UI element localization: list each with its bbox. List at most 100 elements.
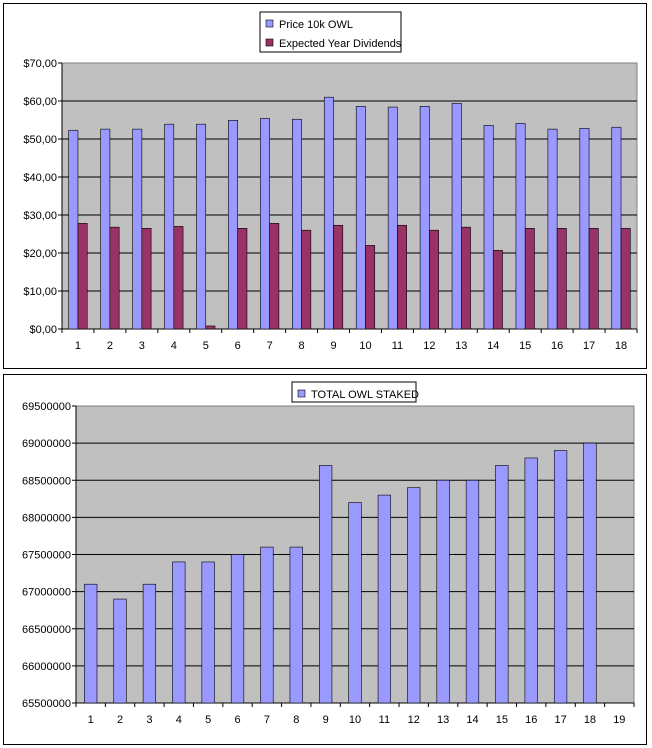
y-tick-label: 65500000 <box>22 698 71 710</box>
y-tick-label: $0,00 <box>29 324 57 336</box>
bar-dividends <box>141 228 152 330</box>
x-tick-label: 15 <box>496 714 508 726</box>
x-tick-label: 8 <box>293 714 299 726</box>
x-tick-label: 19 <box>613 714 625 726</box>
x-tick-label: 16 <box>525 714 537 726</box>
x-tick-label: 3 <box>139 340 145 352</box>
bar-price <box>483 125 494 330</box>
x-tick-label: 11 <box>392 340 403 352</box>
bar-staked <box>113 598 127 704</box>
bar-dividends <box>333 224 344 330</box>
bar-price <box>451 102 462 330</box>
legend-swatch <box>297 389 306 398</box>
bar-dividends <box>588 228 599 330</box>
bar-price <box>323 96 334 330</box>
bar-staked <box>230 554 245 704</box>
x-tick-label: 2 <box>117 714 123 726</box>
x-tick-label: 6 <box>234 714 240 726</box>
bar-dividends <box>556 228 567 330</box>
x-tick-label: 18 <box>615 340 627 352</box>
bar-staked <box>319 465 333 704</box>
y-tick-label: $10,00 <box>23 286 57 298</box>
bar-price <box>196 123 207 330</box>
bar-dividends <box>620 228 631 330</box>
x-tick-label: 12 <box>423 340 435 352</box>
bar-staked <box>465 479 480 704</box>
x-tick-label: 1 <box>88 714 94 726</box>
bar-dividends <box>524 228 535 330</box>
x-tick-label: 1 <box>75 340 81 352</box>
bar-staked <box>289 546 303 704</box>
bar-dividends <box>205 325 216 330</box>
bar-staked <box>142 583 157 704</box>
bar-dividends <box>461 226 471 330</box>
bar-staked <box>495 465 509 704</box>
y-tick-label: $20,00 <box>23 248 57 260</box>
y-tick-label: $30,00 <box>23 210 57 222</box>
y-tick-label: 69000000 <box>22 438 71 450</box>
legend-swatch <box>265 38 274 47</box>
x-tick-label: 10 <box>349 714 361 726</box>
x-tick-label: 5 <box>205 714 211 726</box>
x-tick-label: 8 <box>299 340 305 352</box>
bar-dividends <box>365 245 376 330</box>
x-tick-label: 18 <box>584 714 596 726</box>
bar-dividends <box>173 226 184 330</box>
legend-label: Expected Year Dividends <box>279 38 402 50</box>
y-tick-label: $50,00 <box>23 134 57 146</box>
legend-swatch <box>265 19 274 28</box>
x-tick-label: 9 <box>330 340 336 352</box>
bar-price <box>515 123 526 330</box>
plot-area <box>61 62 638 330</box>
bar-price <box>100 128 111 330</box>
x-tick-label: 13 <box>455 340 467 352</box>
bar-staked <box>172 561 186 704</box>
legend-box <box>259 11 402 53</box>
x-tick-label: 10 <box>359 340 371 352</box>
legend-box <box>291 381 417 403</box>
y-tick-label: 67500000 <box>22 550 71 562</box>
bar-staked <box>377 494 391 704</box>
bar-staked <box>407 487 421 704</box>
legend-label: TOTAL OWL STAKED <box>311 389 419 401</box>
x-tick-label: 12 <box>408 714 420 726</box>
y-tick-label: $40,00 <box>23 172 57 184</box>
x-tick-label: 9 <box>323 714 329 726</box>
x-tick-label: 14 <box>487 340 499 352</box>
bar-staked <box>348 502 362 704</box>
bar-price <box>579 128 590 330</box>
y-tick-label: 68500000 <box>22 475 71 487</box>
y-tick-label: $70,00 <box>23 58 57 70</box>
x-tick-label: 15 <box>519 340 531 352</box>
x-tick-label: 3 <box>146 714 152 726</box>
y-tick-label: 66500000 <box>22 624 71 636</box>
x-tick-label: 16 <box>551 340 563 352</box>
bar-staked <box>201 561 215 704</box>
bar-dividends <box>397 224 407 330</box>
y-tick-label: 66000000 <box>22 661 71 673</box>
bar-price <box>292 118 302 330</box>
bar-price <box>387 106 398 330</box>
bar-staked <box>260 546 274 704</box>
x-tick-label: 2 <box>107 340 113 352</box>
bar-price <box>547 128 558 330</box>
x-tick-label: 5 <box>203 340 209 352</box>
x-tick-label: 14 <box>466 714 478 726</box>
y-tick-label: 67000000 <box>22 587 71 599</box>
price-dividends-chart-svg: $0,00 $10,00 $20,00 $30,00 $40,00 $50,00 $60,0… <box>23 11 638 352</box>
x-tick-label: 11 <box>379 714 390 726</box>
x-tick-label: 7 <box>267 340 273 352</box>
bar-dividends <box>109 226 120 330</box>
x-tick-label: 4 <box>171 340 177 352</box>
bar-price <box>419 106 430 330</box>
y-tick-label: $60,00 <box>23 96 57 108</box>
legend: TOTAL OWL STAKED <box>291 381 419 403</box>
x-tick-label: 4 <box>176 714 182 726</box>
bar-dividends <box>301 229 312 330</box>
bar-price <box>132 128 143 330</box>
legend-label: Price 10k OWL <box>279 19 353 31</box>
bar-dividends <box>269 223 280 330</box>
legend: Price 10k OWL Expected Year Dividends <box>259 11 402 53</box>
x-tick-label: 17 <box>554 714 566 726</box>
bar-price <box>355 106 366 330</box>
